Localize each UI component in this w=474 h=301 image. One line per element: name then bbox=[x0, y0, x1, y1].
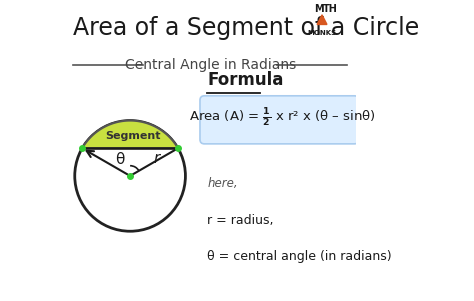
Text: Formula: Formula bbox=[207, 71, 283, 89]
Text: here,: here, bbox=[207, 177, 238, 190]
Text: Central Angle in Radians: Central Angle in Radians bbox=[125, 58, 296, 72]
Text: MONKS: MONKS bbox=[308, 30, 337, 36]
Text: θ: θ bbox=[115, 152, 125, 167]
Text: θ = central angle (in radians): θ = central angle (in radians) bbox=[207, 250, 392, 263]
Text: TH: TH bbox=[323, 4, 338, 14]
Text: r: r bbox=[153, 151, 159, 166]
Text: Area of a Segment of a Circle: Area of a Segment of a Circle bbox=[73, 16, 419, 40]
Text: r = radius,: r = radius, bbox=[207, 214, 274, 227]
Text: Area (A) = $\mathbf{\frac{1}{2}}$ x r² x (θ – sinθ): Area (A) = $\mathbf{\frac{1}{2}}$ x r² x… bbox=[189, 107, 375, 129]
Polygon shape bbox=[82, 121, 178, 148]
Text: Segment: Segment bbox=[105, 131, 161, 141]
FancyBboxPatch shape bbox=[200, 96, 359, 144]
Text: M: M bbox=[314, 4, 323, 14]
Polygon shape bbox=[317, 15, 327, 24]
